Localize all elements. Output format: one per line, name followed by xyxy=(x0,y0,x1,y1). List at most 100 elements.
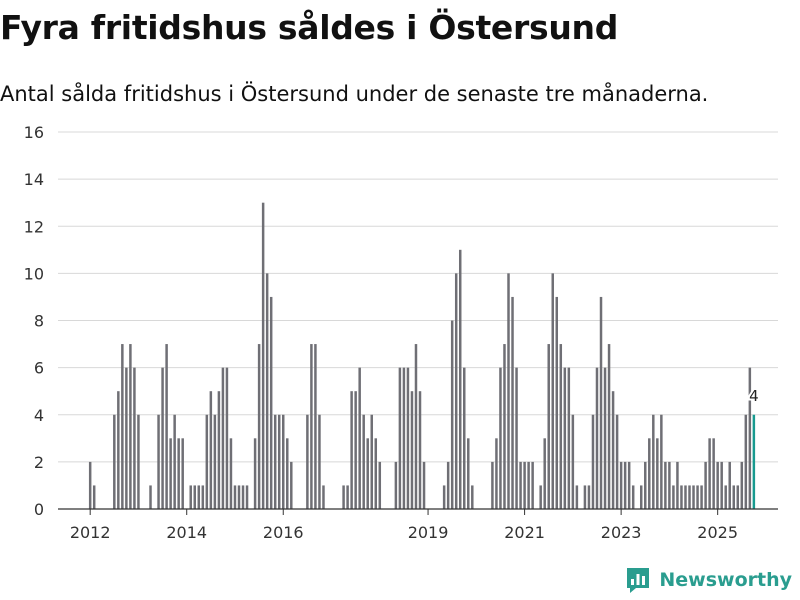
bar xyxy=(374,438,378,509)
axes: 0 2 4 6 8 10 12 14 16 2012 2014 2016 2019 2021 2023 202… xyxy=(24,123,778,542)
bar xyxy=(676,461,679,510)
bar xyxy=(599,296,603,509)
bar xyxy=(217,391,221,509)
y-tick-label: 14 xyxy=(24,170,44,189)
bar xyxy=(652,414,655,509)
bar xyxy=(519,461,522,510)
bar xyxy=(149,485,152,509)
bar xyxy=(265,273,269,510)
bar xyxy=(491,461,494,510)
bar xyxy=(575,485,579,509)
bar xyxy=(732,485,735,509)
bar xyxy=(322,485,325,509)
x-tick-label: 2021 xyxy=(504,523,545,542)
bar xyxy=(209,391,213,509)
bar xyxy=(523,461,526,510)
bar xyxy=(623,461,627,510)
bar xyxy=(724,485,727,509)
bar xyxy=(237,485,241,509)
y-tick-label: 6 xyxy=(34,359,44,378)
bar xyxy=(692,485,695,509)
brand-logo[interactable]: Newsworthy xyxy=(625,566,792,594)
bar xyxy=(418,391,422,509)
bar xyxy=(527,461,530,510)
bar xyxy=(261,202,265,509)
bar xyxy=(310,344,313,509)
bar xyxy=(358,367,361,510)
bar xyxy=(450,320,454,509)
bar xyxy=(463,367,466,510)
bar xyxy=(571,414,575,509)
brand-name: Newsworthy xyxy=(659,569,792,591)
bar xyxy=(350,391,353,509)
bar xyxy=(559,344,563,509)
bar xyxy=(744,414,748,509)
bar xyxy=(193,485,196,509)
bar xyxy=(454,273,458,510)
bar xyxy=(117,391,120,509)
bar xyxy=(402,367,406,510)
bar xyxy=(221,367,225,510)
bar xyxy=(660,414,663,509)
bar xyxy=(615,414,619,509)
bar xyxy=(342,485,345,509)
bar xyxy=(398,367,402,510)
bar xyxy=(273,414,277,509)
bar xyxy=(205,414,209,509)
bar xyxy=(442,485,446,509)
bar xyxy=(499,367,502,510)
x-tick-label: 2023 xyxy=(601,523,642,542)
bar xyxy=(587,485,591,509)
bar xyxy=(471,485,474,509)
y-tick-label: 12 xyxy=(24,217,44,236)
bar xyxy=(346,485,349,509)
bar xyxy=(603,367,607,510)
chart-subtitle: Antal sålda fritidshus i Östersund under… xyxy=(0,82,709,106)
bar xyxy=(129,344,132,509)
bar xyxy=(286,438,289,509)
bar xyxy=(728,461,731,510)
bar xyxy=(551,273,554,510)
highlighted-bar xyxy=(752,414,756,509)
y-tick-label: 8 xyxy=(34,312,44,331)
bar xyxy=(257,344,261,509)
bar xyxy=(125,367,128,510)
bar xyxy=(169,438,172,509)
bar xyxy=(712,438,715,509)
bar xyxy=(422,461,426,510)
bar xyxy=(563,367,567,510)
chart-title: Fyra fritidshus såldes i Östersund xyxy=(0,8,619,47)
bar xyxy=(467,438,470,509)
bar xyxy=(290,461,293,510)
x-tick-label: 2019 xyxy=(408,523,449,542)
bar xyxy=(88,461,92,510)
bar xyxy=(696,485,699,509)
bar xyxy=(668,461,671,510)
bar xyxy=(121,344,124,509)
bar xyxy=(688,485,691,509)
bar xyxy=(306,414,309,509)
bar xyxy=(113,414,116,509)
bar xyxy=(406,367,410,510)
bar xyxy=(378,461,382,510)
bar xyxy=(684,485,687,509)
bar xyxy=(165,344,168,509)
bar xyxy=(543,438,546,509)
bar xyxy=(591,414,595,509)
bar xyxy=(672,485,675,509)
bar xyxy=(708,438,711,509)
bar xyxy=(515,367,518,510)
bar xyxy=(161,367,164,510)
bar xyxy=(177,438,180,509)
bar xyxy=(639,485,643,509)
bar xyxy=(414,344,418,509)
x-tick-label: 2016 xyxy=(263,523,304,542)
bar xyxy=(539,485,542,509)
bar xyxy=(354,391,357,509)
bar xyxy=(366,438,369,509)
bar xyxy=(269,296,273,509)
gridlines xyxy=(58,131,778,463)
bar-chart: 0 2 4 6 8 10 12 14 16 2012 2014 2016 2019 2021 2023 202… xyxy=(24,123,778,542)
x-tick-label: 2014 xyxy=(166,523,207,542)
bar xyxy=(213,414,217,509)
